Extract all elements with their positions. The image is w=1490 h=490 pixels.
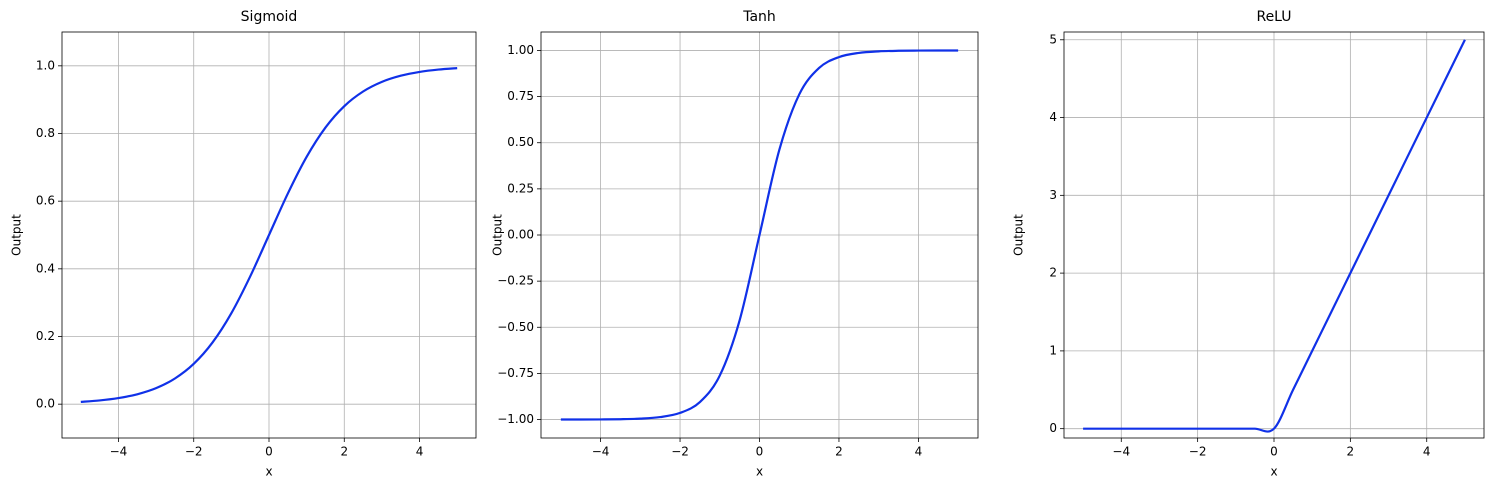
chart-title: Sigmoid	[241, 9, 298, 25]
y-axis-label: Output	[1012, 214, 1026, 256]
curve	[80, 67, 458, 403]
y-tick-label: 0.00	[507, 228, 534, 242]
y-tick-label: 0.4	[36, 261, 55, 275]
y-tick-label: 1.0	[36, 58, 55, 72]
y-tick-label: 0.25	[507, 181, 534, 195]
x-axis-label: x	[1270, 465, 1277, 479]
x-tick-label: −4	[592, 445, 610, 459]
x-tick-label: 0	[1270, 445, 1278, 459]
x-tick-label: −4	[1112, 445, 1130, 459]
y-tick-label: 0.0	[36, 397, 55, 411]
y-tick-label: 0.50	[507, 135, 534, 149]
x-tick-label: 2	[835, 445, 843, 459]
y-axis-label: Output	[491, 214, 505, 256]
axes-frame	[540, 31, 979, 439]
y-tick-label: −1.00	[497, 412, 534, 426]
x-tick-label: 4	[1423, 445, 1431, 459]
x-tick-label: 0	[756, 445, 764, 459]
y-tick-label: −0.75	[497, 366, 534, 380]
y-tick-label: 3	[1049, 188, 1057, 202]
y-tick-label: 0.8	[36, 126, 55, 140]
axes-frame	[61, 31, 477, 439]
chart-title: Tanh	[742, 9, 776, 25]
x-tick-label: −2	[671, 445, 689, 459]
chart-title: ReLU	[1256, 9, 1291, 25]
axes-frame	[1063, 31, 1485, 439]
x-tick-label: 0	[265, 445, 273, 459]
y-tick-label: 0	[1049, 421, 1057, 435]
y-tick-label: 4	[1049, 110, 1057, 124]
y-tick-label: 5	[1049, 32, 1057, 46]
x-tick-label: 2	[340, 445, 348, 459]
y-tick-label: 1.00	[507, 43, 534, 57]
y-tick-label: 0.2	[36, 329, 55, 343]
x-axis-label: x	[756, 465, 763, 479]
y-tick-label: 0.6	[36, 194, 55, 208]
x-tick-label: 4	[915, 445, 923, 459]
x-tick-label: 4	[416, 445, 424, 459]
y-tick-label: 1	[1049, 343, 1057, 357]
x-axis-label: x	[265, 465, 272, 479]
x-tick-label: −2	[1189, 445, 1207, 459]
curve	[1083, 39, 1466, 433]
curve	[560, 49, 959, 421]
y-axis-label: Output	[10, 214, 24, 256]
y-tick-label: −0.25	[497, 274, 534, 288]
y-tick-label: −0.50	[497, 320, 534, 334]
x-tick-label: −2	[185, 445, 203, 459]
y-tick-label: 2	[1049, 266, 1057, 280]
x-tick-label: −4	[110, 445, 128, 459]
x-tick-label: 2	[1347, 445, 1355, 459]
y-tick-label: 0.75	[507, 89, 534, 103]
